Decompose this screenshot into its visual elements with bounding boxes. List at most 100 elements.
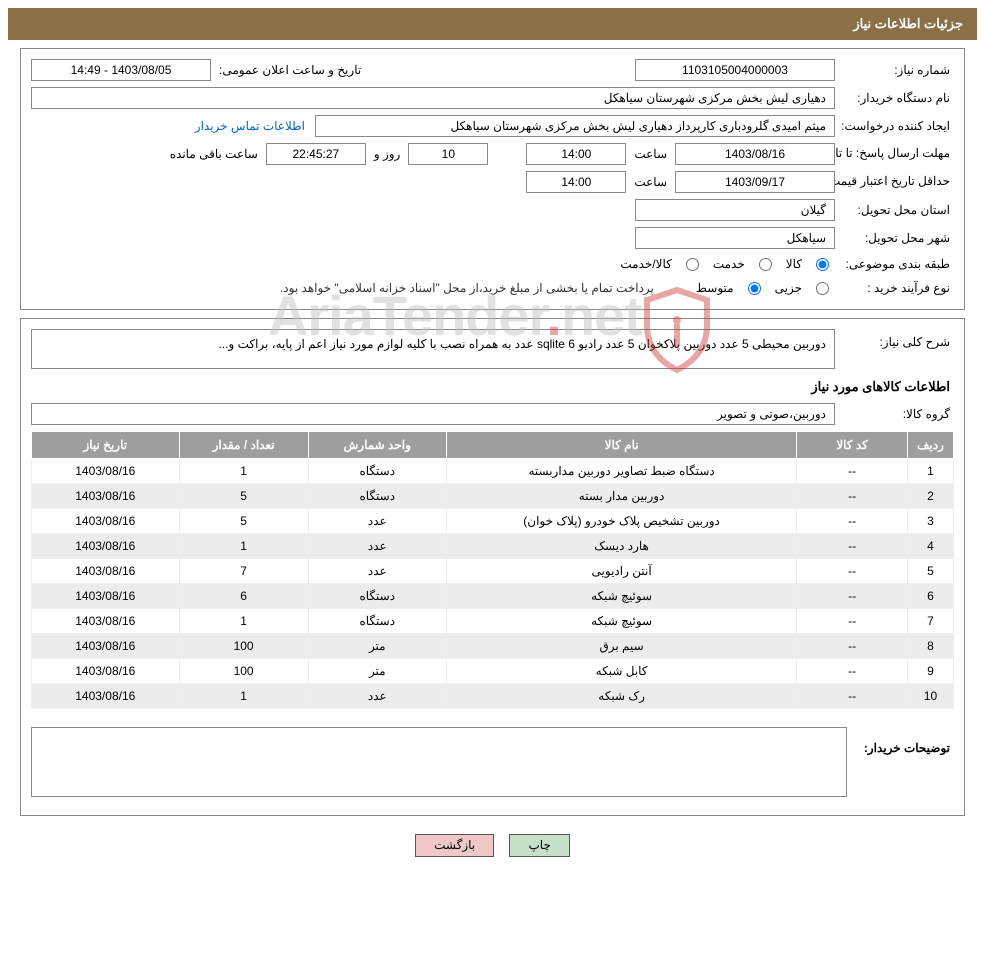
fld-announce-dt: 1403/08/05 - 14:49: [31, 59, 211, 81]
cell-idx: 4: [907, 534, 953, 559]
lbl-buyer-comment: توضیحات خریدار:: [851, 721, 954, 757]
table-row: 10--رک شبکهعدد11403/08/16: [32, 684, 954, 709]
cell-code: --: [797, 534, 908, 559]
items-table: ردیف کد کالا نام کالا واحد شمارش تعداد /…: [31, 431, 954, 709]
lbl-requester: ایجاد کننده درخواست:: [839, 117, 954, 135]
cell-idx: 3: [907, 509, 953, 534]
fld-min-valid-time: 14:00: [526, 171, 626, 193]
cell-date: 1403/08/16: [32, 584, 180, 609]
fld-deadline-time: 14:00: [526, 143, 626, 165]
table-row: 5--آنتن رادیوییعدد71403/08/16: [32, 559, 954, 584]
th-name: نام کالا: [446, 432, 796, 459]
cell-unit: دستگاه: [308, 484, 446, 509]
fld-days-left: 10: [408, 143, 488, 165]
cell-idx: 10: [907, 684, 953, 709]
cell-date: 1403/08/16: [32, 509, 180, 534]
lbl-need-no: شماره نیاز:: [839, 61, 954, 79]
cell-name: آنتن رادیویی: [446, 559, 796, 584]
button-row: چاپ بازگشت: [0, 824, 985, 875]
fld-city: سیاهکل: [635, 227, 835, 249]
cell-code: --: [797, 559, 908, 584]
cell-date: 1403/08/16: [32, 484, 180, 509]
lbl-purchase-type: نوع فرآیند خرید :: [839, 279, 954, 297]
lbl-time-2: ساعت: [630, 173, 671, 191]
cell-unit: متر: [308, 634, 446, 659]
lbl-medium: متوسط: [692, 279, 738, 297]
cell-qty: 1: [179, 534, 308, 559]
lbl-goods: کالا: [782, 255, 806, 273]
fld-requester: میثم امیدی گلرودباری کارپرداز دهیاری لیش…: [315, 115, 835, 137]
table-row: 1--دستگاه ضبط تصاویر دوربین مداربستهدستگ…: [32, 459, 954, 484]
print-button[interactable]: چاپ: [509, 834, 569, 857]
lbl-time-left: ساعت باقی مانده: [166, 145, 262, 163]
page-header: جزئیات اطلاعات نیاز: [8, 8, 977, 40]
table-row: 7--سوئیچ شبکهدستگاه11403/08/16: [32, 609, 954, 634]
table-row: 2--دوربین مدار بستهدستگاه51403/08/16: [32, 484, 954, 509]
lbl-service: خدمت: [709, 255, 749, 273]
lbl-province: استان محل تحویل:: [839, 201, 954, 219]
cell-idx: 6: [907, 584, 953, 609]
cell-idx: 9: [907, 659, 953, 684]
cell-date: 1403/08/16: [32, 684, 180, 709]
th-code: کد کالا: [797, 432, 908, 459]
buyer-contact-link[interactable]: اطلاعات تماس خریدار: [189, 117, 311, 135]
fld-buyer-org: دهیاری لیش بخش مرکزی شهرستان سیاهکل: [31, 87, 835, 109]
cell-code: --: [797, 509, 908, 534]
th-unit: واحد شمارش: [308, 432, 446, 459]
cell-qty: 6: [179, 584, 308, 609]
cell-code: --: [797, 684, 908, 709]
th-date: تاریخ نیاز: [32, 432, 180, 459]
cell-name: رک شبکه: [446, 684, 796, 709]
cell-code: --: [797, 584, 908, 609]
cell-qty: 5: [179, 509, 308, 534]
fld-min-valid-date: 1403/09/17: [675, 171, 835, 193]
lbl-need-desc: شرح کلی نیاز:: [839, 329, 954, 351]
cell-code: --: [797, 634, 908, 659]
back-button[interactable]: بازگشت: [415, 834, 494, 857]
cell-unit: دستگاه: [308, 609, 446, 634]
table-row: 8--سیم برقمتر1001403/08/16: [32, 634, 954, 659]
cell-unit: عدد: [308, 509, 446, 534]
cell-date: 1403/08/16: [32, 609, 180, 634]
radio-goods-service[interactable]: [686, 258, 699, 271]
items-frame: شرح کلی نیاز: دوربین محیطی 5 عدد دوربین …: [20, 318, 965, 816]
lbl-subject-class: طبقه بندی موضوعی:: [839, 255, 954, 273]
radio-goods[interactable]: [816, 258, 829, 271]
cell-qty: 7: [179, 559, 308, 584]
radio-service[interactable]: [759, 258, 772, 271]
cell-date: 1403/08/16: [32, 459, 180, 484]
table-row: 6--سوئیچ شبکهدستگاه61403/08/16: [32, 584, 954, 609]
table-row: 4--هارد دیسکعدد11403/08/16: [32, 534, 954, 559]
fld-need-no: 1103105004000003: [635, 59, 835, 81]
table-row: 3--دوربین تشخیص پلاک خودرو (پلاک خوان)عد…: [32, 509, 954, 534]
cell-date: 1403/08/16: [32, 559, 180, 584]
fld-goods-group: دوربین،صوتی و تصویر: [31, 403, 835, 425]
fld-deadline-date: 1403/08/16: [675, 143, 835, 165]
cell-qty: 1: [179, 684, 308, 709]
radio-partial[interactable]: [816, 282, 829, 295]
cell-qty: 1: [179, 459, 308, 484]
items-section-title: اطلاعات کالاهای مورد نیاز: [35, 379, 950, 395]
cell-name: دوربین مدار بسته: [446, 484, 796, 509]
purchase-note: پرداخت تمام یا بخشی از مبلغ خرید،از محل …: [280, 281, 660, 295]
cell-date: 1403/08/16: [32, 659, 180, 684]
cell-idx: 7: [907, 609, 953, 634]
cell-name: دستگاه ضبط تصاویر دوربین مداربسته: [446, 459, 796, 484]
radio-medium[interactable]: [748, 282, 761, 295]
cell-qty: 1: [179, 609, 308, 634]
cell-qty: 100: [179, 659, 308, 684]
cell-unit: عدد: [308, 559, 446, 584]
need-description: دوربین محیطی 5 عدد دوربین پلاکخوان 5 عدد…: [31, 329, 835, 369]
lbl-min-valid: حداقل تاریخ اعتبار قیمت: تا تاریخ:: [839, 172, 954, 192]
lbl-time-1: ساعت: [630, 145, 671, 163]
cell-name: سیم برق: [446, 634, 796, 659]
fld-time-left: 22:45:27: [266, 143, 366, 165]
cell-unit: عدد: [308, 534, 446, 559]
cell-code: --: [797, 484, 908, 509]
lbl-announce-dt: تاریخ و ساعت اعلان عمومی:: [215, 61, 365, 79]
lbl-goods-group: گروه کالا:: [839, 405, 954, 423]
cell-unit: دستگاه: [308, 584, 446, 609]
cell-name: سوئیچ شبکه: [446, 609, 796, 634]
lbl-city: شهر محل تحویل:: [839, 229, 954, 247]
page-title: جزئیات اطلاعات نیاز: [853, 16, 963, 31]
